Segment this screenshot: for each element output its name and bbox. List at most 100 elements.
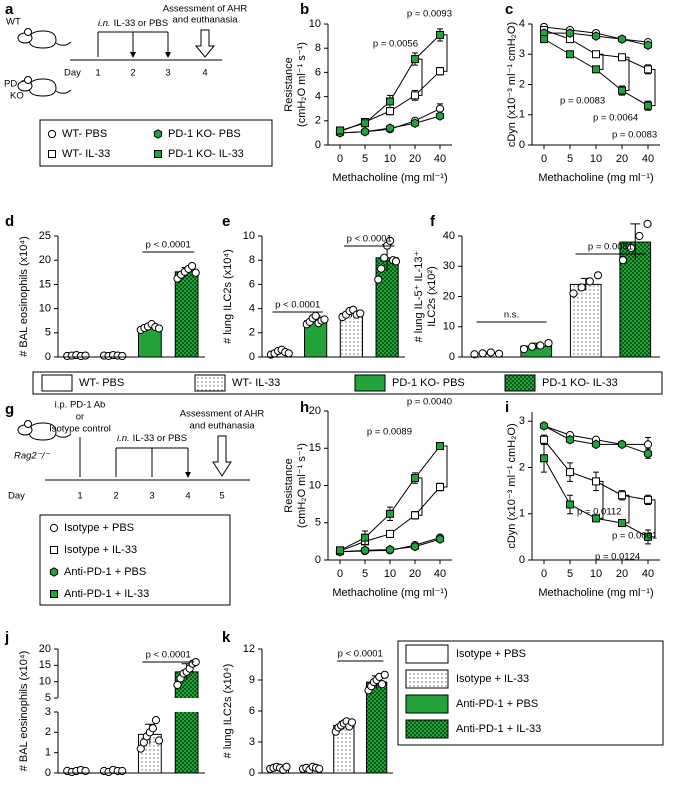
marker [361,533,369,542]
p-value: p = 0.0112 [577,507,621,518]
injection: Isotype control [49,424,111,435]
marker [592,65,600,74]
day: 5 [219,491,224,502]
p-value: p < 0.0001 [338,649,383,660]
y-tick-label: 3 [519,415,525,427]
p-value: p = 0.0064 [593,113,638,124]
assessment-arrow [212,435,232,477]
marker [336,546,344,555]
p-value: p = 0.0040 [407,397,452,408]
data-point [148,724,158,733]
data-point [544,338,553,348]
y-tick-label: 10 [39,676,51,688]
schematic-g: g Rag2⁻/⁻ i.p. PD-1 Ab or Isotype contro… [5,400,264,606]
data-point [643,219,652,228]
marker [386,97,394,106]
data-point [380,670,389,679]
legend-box [39,514,231,606]
y-tick-label: 1 [519,109,525,121]
y-tick-label: 15 [39,278,51,290]
y-tick-label: 12 [243,643,255,655]
legend-label: PD-1 KO- PBS [168,128,241,140]
marker [539,421,549,431]
panel-letter: b [300,1,309,18]
panel-letter: c [505,1,513,18]
data-point [486,348,495,357]
marker [644,532,652,541]
marker [154,150,162,158]
legend-label: PD-1 KO- IL-33 [168,148,244,160]
p-value: p < 0.0001 [275,300,320,311]
marker [617,34,627,44]
marker [435,111,445,121]
y-tick-label: 6 [249,278,255,290]
legend-box [39,119,273,167]
legend-label: Anti-PD-1 + PBS [64,566,146,578]
y-tick-label: 1 [519,508,525,520]
legend-swatch [504,374,536,392]
y-tick-label: 25 [39,230,51,242]
legend-label: WT- PBS [79,377,124,389]
y-tick-label: 10 [309,18,321,30]
y-tick-label: 5 [315,517,321,529]
marker [617,439,627,450]
marker [644,65,652,74]
assessment: and euthanasia [190,421,256,432]
legend-swatch [194,374,226,392]
marker [591,31,601,41]
marker [618,519,626,527]
data-point [151,716,161,725]
x-tick-label: 20 [616,153,628,165]
day: 1 [95,68,100,79]
data-point [377,680,387,689]
marker [591,439,601,450]
legend-label: WT- IL-33 [232,377,280,389]
schematic-a: a WT PD-1 KO i.n. IL-33 or PBS Assessment… [4,1,273,167]
y-axis-label: cDyn (x10⁻³ ml⁻¹ cmH₂O) [506,423,518,548]
y-tick-label: 10 [243,230,255,242]
marker [566,50,574,59]
x-tick-label: 40 [642,153,654,165]
data-point [478,349,487,358]
y-tick-label: 4 [249,303,255,315]
bracket [600,53,604,70]
x-tick-label: 20 [616,568,628,580]
marker [592,514,600,523]
marker [436,442,444,451]
data-point [320,315,329,324]
x-tick-label: 40 [434,568,446,580]
p-value: p < 0.0001 [146,240,191,251]
marker [48,150,56,158]
legend-label: Anti-PD-1 + IL-33 [64,588,149,600]
y-tick-label: 2 [519,461,525,473]
injection: or [76,412,84,423]
day: 3 [165,68,170,79]
data-point [528,342,537,351]
marker [411,511,419,520]
data-point [173,680,182,690]
y-tick-label: 5 [45,692,51,704]
p-value: p = 0.0083 [560,96,605,107]
marker [386,529,394,538]
p-value: p = 0.0081 [588,242,633,253]
dose-arrows [79,437,189,477]
data-point [577,283,586,292]
y-tick-label: 15 [39,659,51,671]
y-tick-label: 10 [309,479,321,491]
bar [375,257,399,358]
p-value: p = 0.0093 [407,9,452,20]
marker [49,523,59,533]
marker [618,86,626,95]
p-value: p < 0.0001 [347,234,392,245]
assessment: Assessment of AHR [163,4,248,15]
y-axis-label: # BAL eosinophils (x10⁴) [18,236,30,357]
y-axis-label: ILC2s (x10²) [426,266,438,327]
legend-label: WT- PBS [62,128,107,140]
y-axis-label: # lung ILC2s (x10⁴) [222,249,234,344]
panel-letter: e [222,213,230,230]
data-point [391,257,401,266]
data-point [536,341,545,350]
y-tick-label: 0 [249,351,255,363]
x-tick-label: 5 [567,568,573,580]
data-point [585,277,594,286]
